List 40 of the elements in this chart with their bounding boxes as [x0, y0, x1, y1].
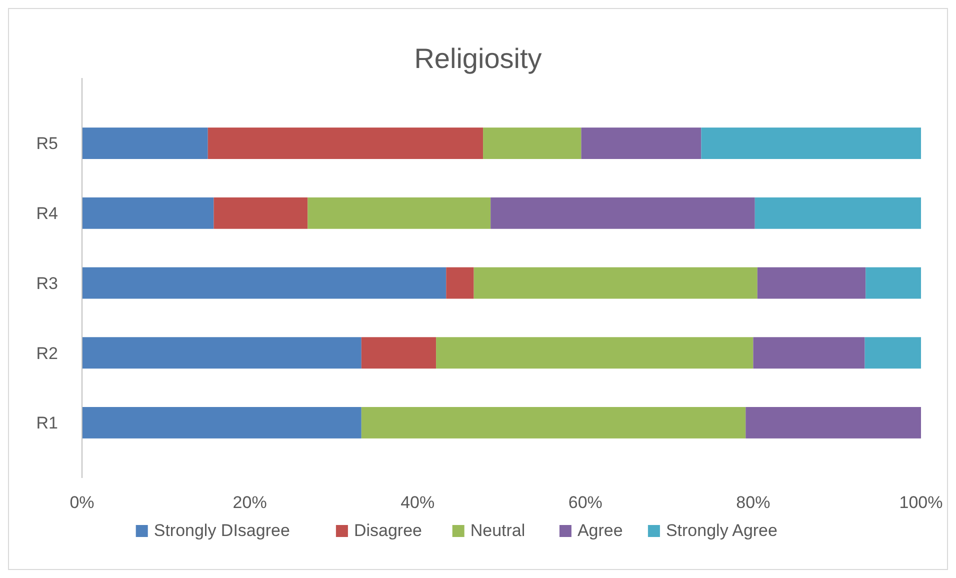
y-tick-label: R2 [36, 344, 58, 363]
x-tick-label: 20% [232, 493, 267, 512]
chart-title: Religiosity [414, 43, 542, 74]
bar [754, 197, 921, 229]
bar [82, 128, 208, 159]
bar [581, 128, 702, 159]
bar [208, 128, 484, 159]
bar [866, 267, 921, 299]
bar [82, 407, 362, 438]
y-tick-label: R1 [36, 414, 58, 433]
bar [214, 197, 308, 229]
bar [746, 407, 921, 438]
bar [82, 267, 446, 299]
bar [361, 407, 746, 438]
bar [483, 128, 582, 159]
bar [864, 337, 921, 369]
y-tick-label: R5 [36, 134, 58, 154]
legend-label: Strongly Agree [666, 521, 778, 540]
legend-label: Agree [577, 521, 623, 540]
legend-label: Neutral [470, 521, 526, 540]
legend-label: Strongly DIsagree [154, 521, 290, 540]
bar [436, 337, 754, 369]
bar [82, 197, 214, 229]
y-tick-label: R4 [36, 204, 58, 224]
x-tick-label: 0% [70, 493, 94, 512]
x-tick-label: 80% [736, 493, 770, 512]
bar [701, 128, 921, 159]
bar [490, 197, 755, 229]
bar [474, 267, 758, 299]
bar [446, 267, 474, 299]
bar [757, 267, 866, 299]
x-tick-label: 40% [400, 493, 435, 512]
bar [308, 197, 491, 229]
bar [753, 337, 865, 369]
y-tick-label: R3 [36, 274, 58, 293]
legend-label: Disagree [354, 521, 422, 540]
bar [361, 337, 436, 369]
x-tick-label: 60% [568, 493, 602, 512]
bar [82, 337, 362, 369]
x-tick-label: 100% [899, 493, 943, 512]
